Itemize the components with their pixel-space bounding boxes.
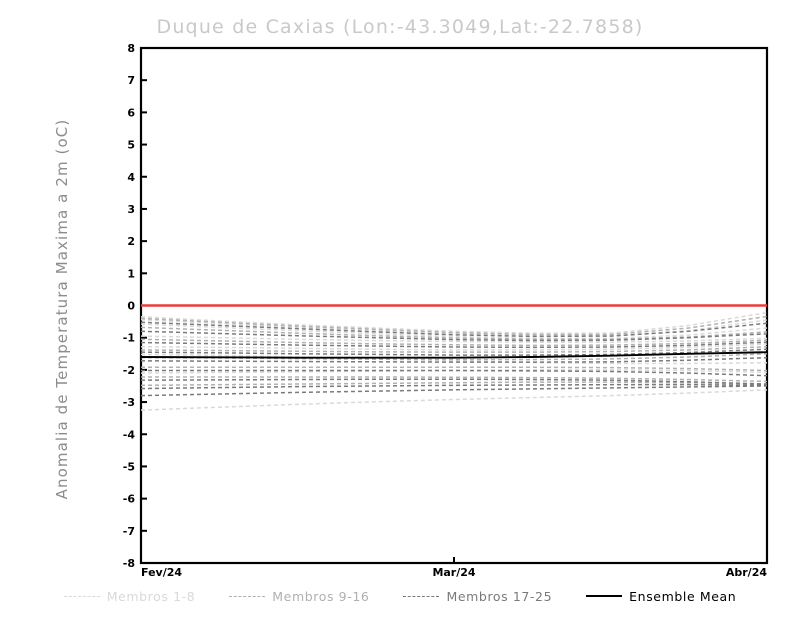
y-axis-tick-label: -5 — [123, 460, 135, 473]
legend-line-icon — [403, 595, 440, 597]
member-line — [141, 366, 768, 372]
y-axis-tick-label: -1 — [123, 332, 135, 345]
legend-line-icon — [586, 595, 623, 597]
member-line — [141, 376, 768, 383]
legend-item[interactable]: Membros 1-8 — [63, 588, 196, 604]
member-line — [140, 335, 768, 343]
member-line — [140, 345, 768, 353]
y-axis-tick-label: 6 — [127, 106, 135, 119]
y-axis-tick-label: 8 — [127, 42, 135, 55]
y-axis-tick-label: 2 — [127, 235, 135, 248]
member-line — [140, 383, 768, 390]
y-axis-tick-label: -8 — [123, 557, 135, 570]
y-axis-tick-label: -6 — [123, 493, 136, 506]
member-line — [140, 330, 768, 342]
member-line — [140, 356, 768, 363]
y-axis-tick-label: 0 — [127, 300, 135, 313]
x-axis-tick-label: Fev/24 — [141, 566, 182, 579]
x-axis-tick-label: Mar/24 — [432, 566, 475, 579]
member-line — [140, 369, 768, 374]
legend-line-icon — [63, 595, 100, 597]
member-line — [140, 326, 768, 341]
legend-item[interactable]: Membros 17-25 — [403, 589, 552, 604]
member-line — [140, 353, 768, 361]
member-line — [140, 385, 768, 397]
y-axis-tick-label: -7 — [123, 525, 135, 538]
member-line — [141, 369, 768, 377]
legend-item[interactable]: Membros 9-16 — [229, 589, 369, 604]
legend-item-label: Ensemble Mean — [629, 588, 737, 604]
y-axis-tick-label: -4 — [123, 428, 136, 441]
member-line — [140, 389, 768, 411]
member-line — [140, 343, 768, 351]
member-line — [140, 338, 768, 347]
member-line — [140, 378, 768, 385]
legend-item-label: Membros 1-8 — [106, 588, 196, 604]
legend-line-icon — [229, 595, 266, 597]
y-axis-tick-label: 4 — [127, 171, 135, 184]
y-axis-tick-label: -3 — [123, 396, 135, 409]
y-axis-tick-label: 5 — [127, 139, 135, 152]
legend-item[interactable]: Ensemble Mean — [586, 589, 736, 604]
member-line — [140, 353, 768, 365]
member-line — [140, 381, 768, 387]
member-line — [140, 348, 768, 356]
x-axis-tick-label: Abr/24 — [726, 566, 767, 579]
y-axis-tick-label: 7 — [127, 74, 135, 87]
legend-item-label: Membros 17-25 — [446, 588, 553, 604]
y-axis-tick-label: 1 — [127, 267, 135, 280]
y-axis-tick-label: -2 — [123, 364, 135, 377]
member-line — [140, 323, 768, 340]
y-axis-tick-label: 3 — [127, 203, 135, 216]
member-line — [140, 341, 768, 349]
chart-legend: Membros 1-8 Membros 9-16 Membros 17-25 Ense… — [0, 586, 800, 606]
legend-item-label: Membros 9-16 — [272, 588, 370, 604]
page-title: Duque de Caxias (Lon:-43.3049,Lat:-22.78… — [156, 16, 644, 38]
ensemble-mean-line — [140, 351, 768, 359]
